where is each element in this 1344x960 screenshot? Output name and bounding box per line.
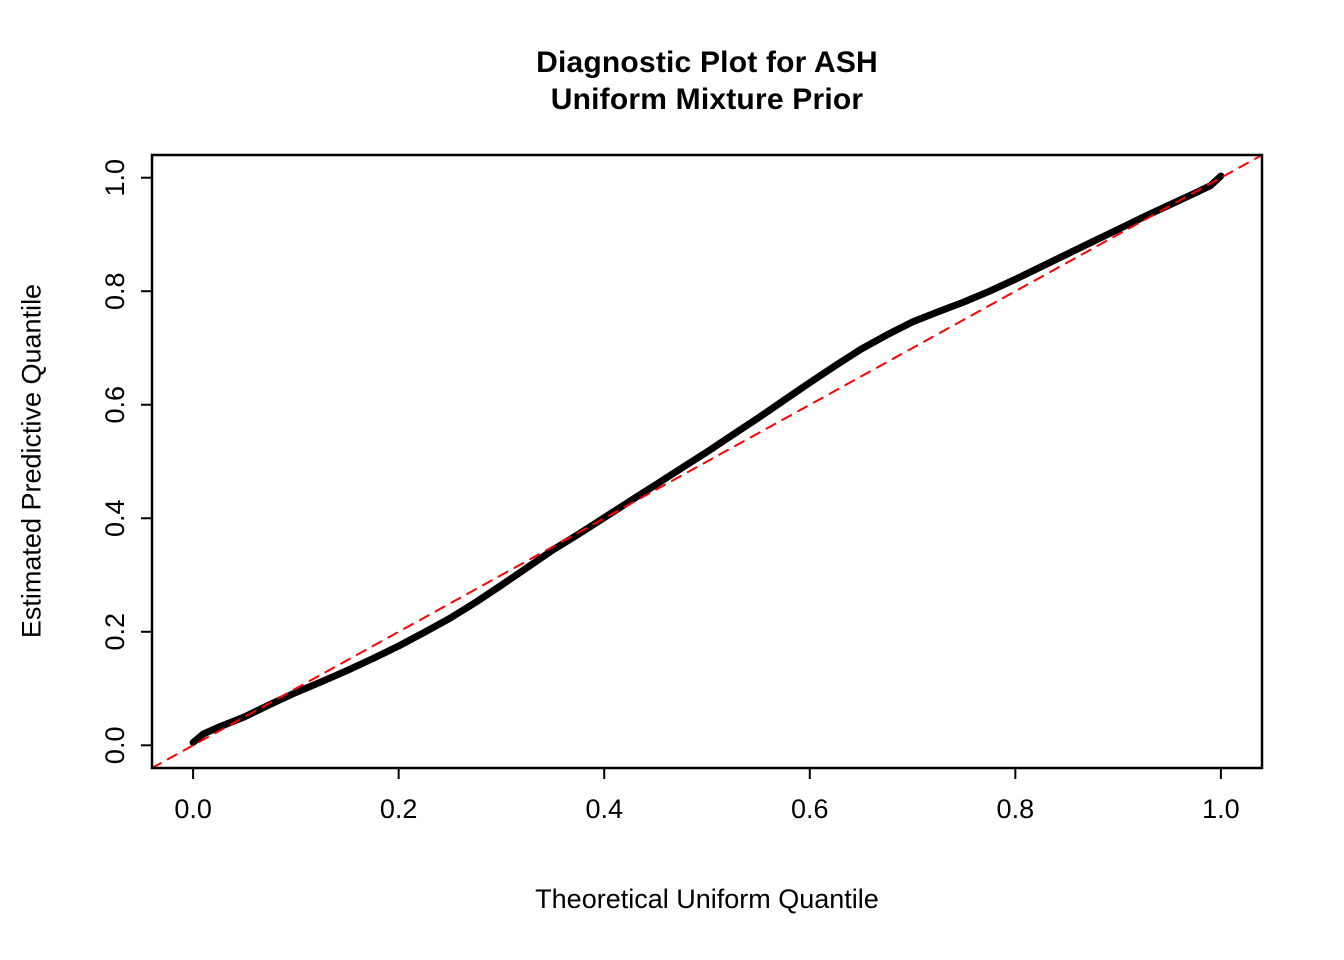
reference-line-y-equals-x <box>151 154 1263 769</box>
x-axis-tick-label: 0.0 <box>174 794 212 824</box>
chart-title-line2: Uniform Mixture Prior <box>550 83 864 116</box>
estimated-predictive-quantile-curve <box>189 172 1225 746</box>
y-axis-tick-label: 0.4 <box>100 499 130 537</box>
x-axis-label: Theoretical Uniform Quantile <box>535 884 879 914</box>
chart-title: Diagnostic Plot for ASH Uniform Mixture … <box>152 44 1262 118</box>
y-axis-tick-label: 0.8 <box>100 272 130 310</box>
x-axis-tick-label: 1.0 <box>1202 794 1240 824</box>
y-axis-tick-label: 1.0 <box>100 159 130 197</box>
x-axis-tick-label: 0.6 <box>791 794 829 824</box>
plot-box-border <box>150 153 1264 770</box>
x-axis-tick-label: 0.8 <box>997 794 1035 824</box>
x-axis-tick-label: 0.4 <box>585 794 623 824</box>
y-axis-tick-label: 0.0 <box>100 727 130 765</box>
y-axis-tick-label: 0.2 <box>100 613 130 651</box>
y-axis-tick-label: 0.6 <box>100 386 130 424</box>
y-axis-label: Estimated Predictive Quantile <box>16 283 47 639</box>
chart-title-line1: Diagnostic Plot for ASH <box>536 46 878 79</box>
x-axis-tick-label: 0.2 <box>380 794 418 824</box>
